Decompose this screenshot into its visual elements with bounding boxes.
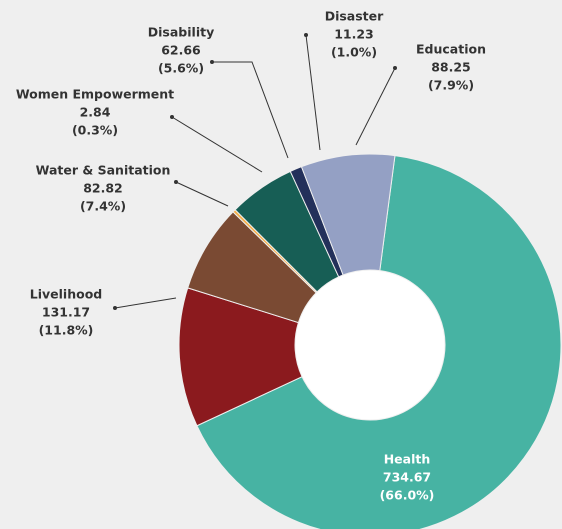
leader-dot bbox=[174, 180, 178, 184]
slice bbox=[196, 155, 562, 529]
leader-line bbox=[212, 61, 289, 159]
slice-label-percent: (0.3%) bbox=[72, 123, 118, 138]
donut-hole bbox=[295, 270, 445, 420]
slice bbox=[300, 153, 396, 276]
slice-label-name: Water & Sanitation bbox=[36, 163, 171, 178]
slice-label-value: 88.25 bbox=[431, 60, 471, 75]
slice-label-percent: (1.0%) bbox=[331, 45, 377, 60]
leader-line bbox=[305, 34, 321, 151]
slice-label-value: 82.82 bbox=[83, 181, 123, 196]
leader-line bbox=[171, 116, 263, 173]
slice-label-percent: (7.9%) bbox=[428, 78, 474, 93]
slice-label-percent: (7.4%) bbox=[80, 199, 126, 214]
slice-label-value: 62.66 bbox=[161, 43, 201, 58]
slice-label-value: 2.84 bbox=[80, 105, 111, 120]
slice bbox=[178, 287, 303, 427]
leader-dot bbox=[113, 306, 117, 310]
leader-line bbox=[114, 297, 177, 309]
leader-dot bbox=[393, 66, 397, 70]
slice-label-name: Disability bbox=[148, 25, 214, 40]
leader-dot bbox=[210, 60, 214, 64]
slice-label-name: Health bbox=[384, 452, 431, 467]
slice-label-name: Disaster bbox=[325, 9, 384, 24]
leader-dot bbox=[170, 115, 174, 119]
slice-label-name: Livelihood bbox=[30, 287, 102, 302]
slice-label-percent: (11.8%) bbox=[39, 323, 94, 338]
leader-dot bbox=[304, 33, 308, 37]
slice-label-percent: (66.0%) bbox=[380, 488, 435, 503]
slice-label-percent: (5.6%) bbox=[158, 61, 204, 76]
slice-label-name: Education bbox=[416, 42, 486, 57]
slice-label-value: 131.17 bbox=[42, 305, 90, 320]
leader-line bbox=[175, 181, 229, 207]
slice-label-value: 11.23 bbox=[334, 27, 374, 42]
slice-label-name: Women Empowerment bbox=[16, 87, 174, 102]
slice-label-value: 734.67 bbox=[383, 470, 431, 485]
leader-line bbox=[355, 67, 396, 146]
